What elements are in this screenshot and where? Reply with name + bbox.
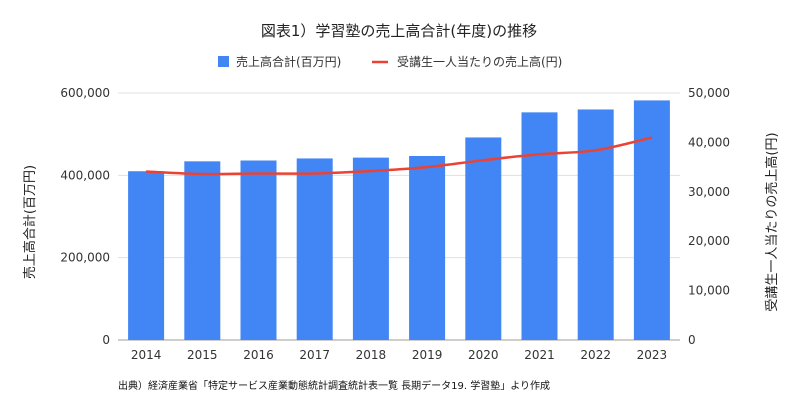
legend-label-bars: 売上高合計(百万円) (236, 54, 341, 69)
legend-swatch-bars (218, 56, 229, 67)
right-tick-label: 20,000 (688, 234, 730, 248)
bar-2014 (128, 171, 165, 340)
x-tick-label: 2016 (243, 348, 274, 362)
x-axis-ticks: 2014 2015 2016 2017 2018 2019 2020 2021 2022 2023 (131, 348, 667, 362)
bar-2017 (296, 158, 333, 340)
right-tick-label: 10,000 (688, 284, 730, 298)
left-axis-title: 売上高合計(百万円) (22, 165, 38, 279)
x-tick-label: 2023 (637, 348, 668, 362)
chart-title: 図表1）学習塾の売上高合計(年度)の推移 (261, 22, 537, 40)
source-note: 出典）経済産業省「特定サービス産業動態統計調査統計表一覧 長期データ19. 学習… (118, 379, 550, 392)
right-tick-label: 0 (688, 333, 696, 347)
line-path (146, 136, 653, 176)
left-tick-label: 400,000 (60, 168, 110, 182)
bar-2016 (240, 160, 277, 340)
x-tick-label: 2020 (468, 348, 499, 362)
x-tick-label: 2018 (356, 348, 387, 362)
bar-2022 (577, 109, 614, 340)
right-tick-label: 40,000 (688, 135, 730, 149)
bar-2019 (409, 155, 446, 340)
bar-2023 (633, 100, 670, 340)
left-tick-label: 600,000 (60, 86, 110, 100)
bar-2015 (184, 161, 221, 340)
left-tick-label: 0 (102, 333, 110, 347)
line-series (146, 136, 653, 176)
right-tick-label: 50,000 (688, 86, 730, 100)
x-tick-label: 2021 (524, 348, 555, 362)
x-tick-label: 2017 (299, 348, 330, 362)
bar-2021 (521, 112, 558, 341)
bar-series (128, 100, 670, 341)
right-axis-ticks: 0 10,000 20,000 30,000 40,000 50,000 (688, 86, 730, 347)
right-axis-title: 受講生一人当たりの売上高(円) (764, 132, 780, 311)
right-tick-label: 30,000 (688, 185, 730, 199)
bar-2018 (352, 157, 389, 340)
bar-2020 (465, 137, 502, 340)
left-axis-ticks: 0 200,000 400,000 600,000 (60, 86, 110, 347)
left-tick-label: 200,000 (60, 251, 110, 265)
x-tick-label: 2022 (580, 348, 611, 362)
legend: 売上高合計(百万円) 受講生一人当たりの売上高(円) (218, 54, 562, 69)
x-tick-label: 2014 (131, 348, 162, 362)
x-tick-label: 2019 (412, 348, 443, 362)
x-tick-label: 2015 (187, 348, 218, 362)
legend-label-line: 受講生一人当たりの売上高(円) (397, 54, 562, 69)
